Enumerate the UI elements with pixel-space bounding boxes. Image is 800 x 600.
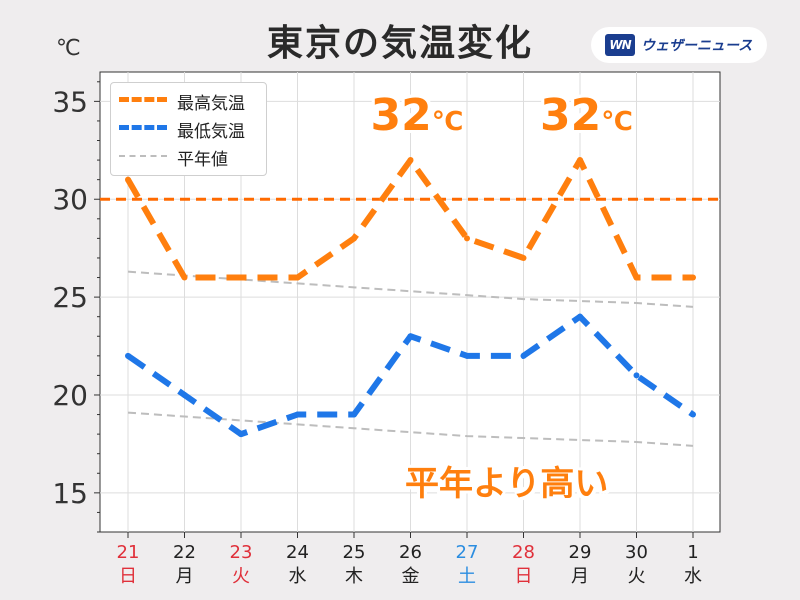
max-temp-point [520, 254, 527, 261]
max-callout-1: 32℃ [371, 90, 464, 141]
y-tick-label: 35 [52, 85, 88, 118]
max-temp-point [294, 274, 301, 281]
legend-label-min: 最低気温 [177, 122, 245, 142]
min-temp-point [690, 411, 696, 418]
x-tick-label-day: 29 [569, 542, 592, 563]
min-temp-point [464, 352, 470, 359]
legend-item-min: 最低気温 [111, 114, 266, 142]
min-temp-point [577, 313, 583, 320]
y-axis-unit: ℃ [56, 36, 81, 61]
min-temp-point [238, 431, 244, 438]
legend-label-normal: 平年値 [177, 150, 228, 170]
min-temp-point [407, 333, 414, 340]
min-temp-point [181, 391, 188, 398]
y-tick-label: 30 [52, 183, 88, 216]
x-tick-label-weekday: 日 [515, 566, 533, 587]
logo-text: ウェザーニュース [641, 38, 753, 54]
x-tick-label-day: 25 [343, 542, 366, 563]
callout-unit: ℃ [601, 107, 633, 138]
max-temp-point [125, 176, 131, 183]
x-tick-label-weekday: 金 [402, 566, 420, 587]
x-tick-label-weekday: 火 [232, 566, 250, 587]
max-callout-2: 32℃ [540, 90, 633, 141]
x-tick-label-day: 28 [512, 542, 535, 563]
y-tick-label: 20 [52, 379, 88, 412]
y-tick-label: 15 [52, 477, 88, 510]
normal-max-line [127, 270, 694, 308]
legend-swatch-normal [119, 155, 167, 157]
legend-swatch-max [119, 97, 167, 102]
x-tick-label-day: 23 [230, 542, 253, 563]
x-tick-label-weekday: 月 [176, 566, 194, 587]
page-title: 東京の気温変化 [266, 23, 533, 64]
max-temp-point [407, 157, 414, 164]
x-tick-label-day: 22 [173, 542, 196, 563]
logo-mark: WN [605, 34, 635, 56]
normal-min-line [127, 411, 694, 447]
callout-value: 32 [540, 90, 602, 142]
legend-item-max: 最高気温 [111, 86, 266, 114]
x-tick-label-day: 21 [117, 542, 140, 563]
y-tick-label: 25 [52, 281, 88, 314]
max-temp-point [690, 274, 696, 281]
x-tick-label-day: 27 [456, 542, 479, 563]
max-temp-point [181, 274, 188, 281]
x-tick-label-day: 26 [399, 542, 422, 563]
max-temp-point [238, 274, 244, 281]
x-tick-label-weekday: 水 [289, 566, 307, 587]
x-tick-label-day: 30 [625, 542, 648, 563]
legend-swatch-min [119, 125, 167, 130]
min-temp-point [520, 352, 527, 359]
x-tick-label-weekday: 火 [628, 566, 646, 587]
callout-unit: ℃ [431, 107, 464, 138]
chart-legend: 最高気温 最低気温 平年値 [110, 82, 267, 176]
max-temp-point [633, 274, 640, 281]
x-tick-label-weekday: 土 [458, 566, 476, 587]
x-tick-label-day: 24 [286, 542, 309, 563]
max-temp-point [464, 235, 470, 242]
min-temp-point [351, 411, 357, 418]
x-tick-label-weekday: 日 [119, 566, 137, 587]
min-temp-point [633, 372, 640, 379]
max-temp-point [351, 235, 357, 242]
min-temp-point [125, 352, 131, 359]
x-tick-label-weekday: 木 [345, 566, 363, 587]
legend-item-normal: 平年値 [111, 142, 266, 170]
above-normal-banner: 平年より高い [405, 464, 609, 504]
min-temp-point [294, 411, 301, 418]
x-tick-label-day: 1 [687, 542, 698, 563]
weathernews-logo: WN ウェザーニュース [591, 27, 767, 63]
max-temp-point [577, 157, 583, 164]
x-tick-label-weekday: 月 [571, 566, 589, 587]
x-tick-label-weekday: 水 [684, 566, 702, 587]
callout-value: 32 [370, 90, 432, 142]
legend-label-max: 最高気温 [177, 94, 245, 114]
